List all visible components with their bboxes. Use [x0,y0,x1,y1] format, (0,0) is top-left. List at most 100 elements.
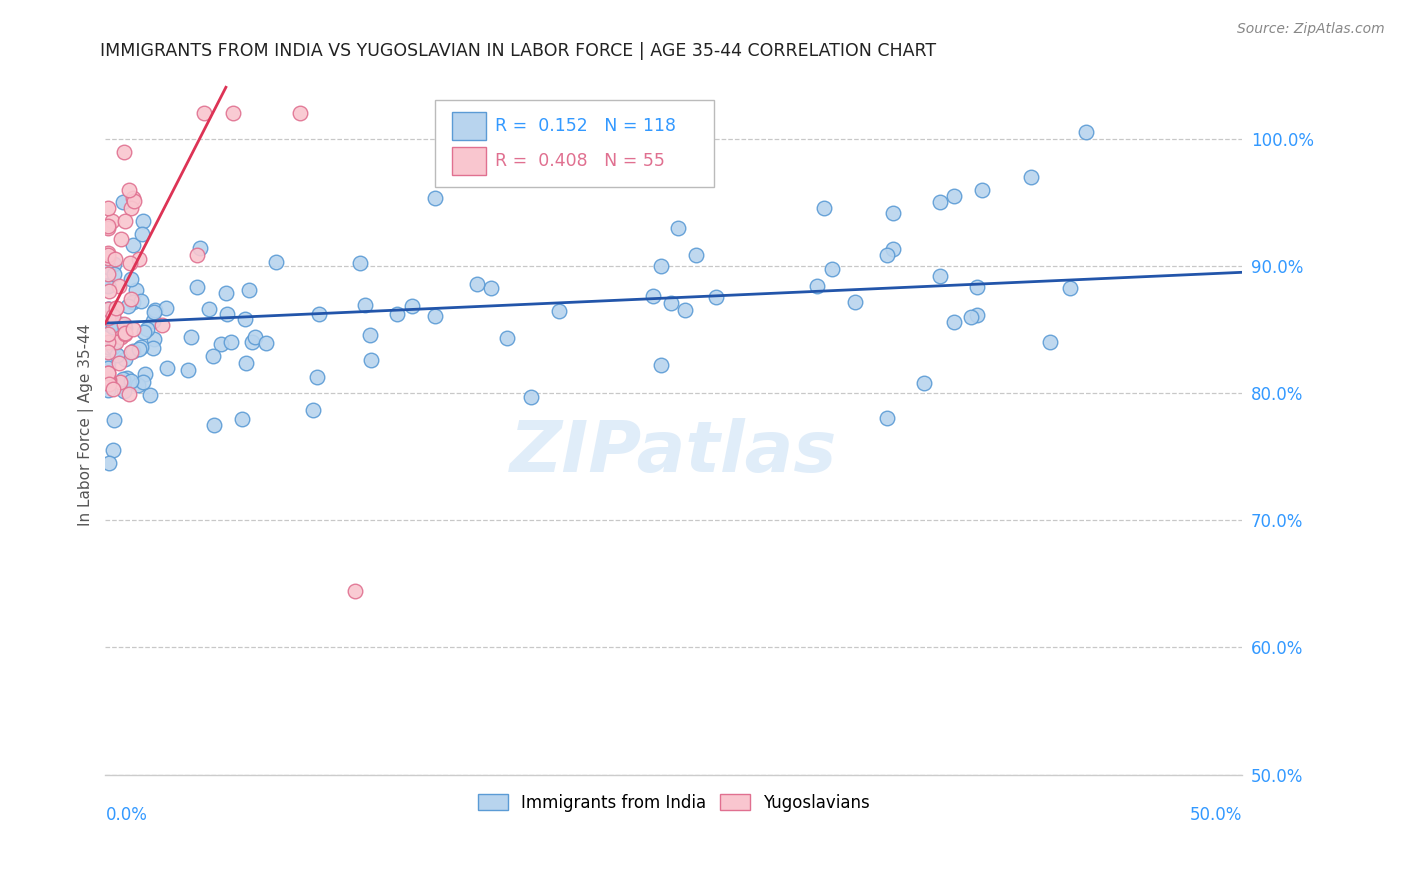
Point [104,301,127,315]
Point [231,411,253,425]
Point [354,298,377,312]
Point [117,299,139,313]
Point [970,183,993,197]
Point [101,341,124,355]
Point [343,584,366,599]
Point [97,360,120,375]
Text: R =  0.408   N = 55: R = 0.408 N = 55 [495,153,665,170]
Point [108,325,131,339]
Point [215,285,238,300]
Point [111,372,134,386]
Point [97,326,120,341]
Point [97,344,120,359]
Point [673,303,696,318]
Point [1039,335,1062,350]
Point [97,267,120,281]
Point [193,106,215,120]
Point [132,325,155,339]
Point [120,375,142,389]
Point [359,328,381,343]
Point [115,371,138,385]
Point [129,340,152,354]
Point [97,221,120,235]
Point [650,259,672,273]
Point [197,301,219,316]
Point [120,292,142,306]
Point [201,350,224,364]
Point [127,377,149,392]
Point [264,254,287,268]
Point [120,201,142,215]
Point [704,289,727,303]
Point [97,310,120,325]
Point [548,304,571,318]
Point [122,295,145,310]
Point [97,334,120,349]
Point [120,345,142,359]
Point [142,314,165,328]
Point [650,359,672,373]
FancyBboxPatch shape [434,100,714,187]
Point [120,256,142,270]
Point [104,301,127,316]
Point [104,334,127,349]
Point [103,412,125,426]
Point [942,315,965,329]
Point [401,299,423,313]
Point [132,214,155,228]
Point [960,310,983,325]
Text: ZIPatlas: ZIPatlas [510,418,838,487]
Point [942,189,965,203]
Point [97,302,120,317]
Point [97,356,120,370]
Point [114,321,136,335]
Point [177,362,200,376]
Point [112,318,135,333]
Point [114,351,136,366]
Point [97,219,120,234]
Point [108,376,131,390]
Point [104,252,127,266]
Point [180,330,202,344]
Point [307,370,329,384]
Point [128,252,150,267]
Point [103,267,125,281]
Point [240,334,263,349]
Point [97,374,120,388]
Point [97,303,120,318]
Point [112,384,135,399]
Point [111,195,134,210]
Point [659,296,682,310]
Point [97,340,120,354]
Point [139,388,162,402]
Point [150,318,173,332]
Point [1074,125,1097,139]
Point [186,279,208,293]
Point [156,360,179,375]
Point [844,294,866,309]
Point [479,281,502,295]
Point [233,312,256,326]
Point [308,307,330,321]
Point [103,257,125,271]
Point [114,326,136,341]
Text: Source: ZipAtlas.com: Source: ZipAtlas.com [1237,22,1385,37]
Point [97,201,120,215]
Point [114,326,136,340]
Point [101,214,124,228]
Point [425,309,447,323]
Point [668,220,690,235]
Point [186,247,208,261]
Point [520,390,543,404]
Point [101,320,124,334]
Point [155,301,177,315]
Point [221,106,243,120]
Point [219,335,242,350]
Point [122,194,145,208]
Point [108,356,131,370]
Point [97,251,120,265]
Point [217,307,239,321]
Point [966,308,988,322]
Point [188,242,211,256]
Point [537,106,560,120]
